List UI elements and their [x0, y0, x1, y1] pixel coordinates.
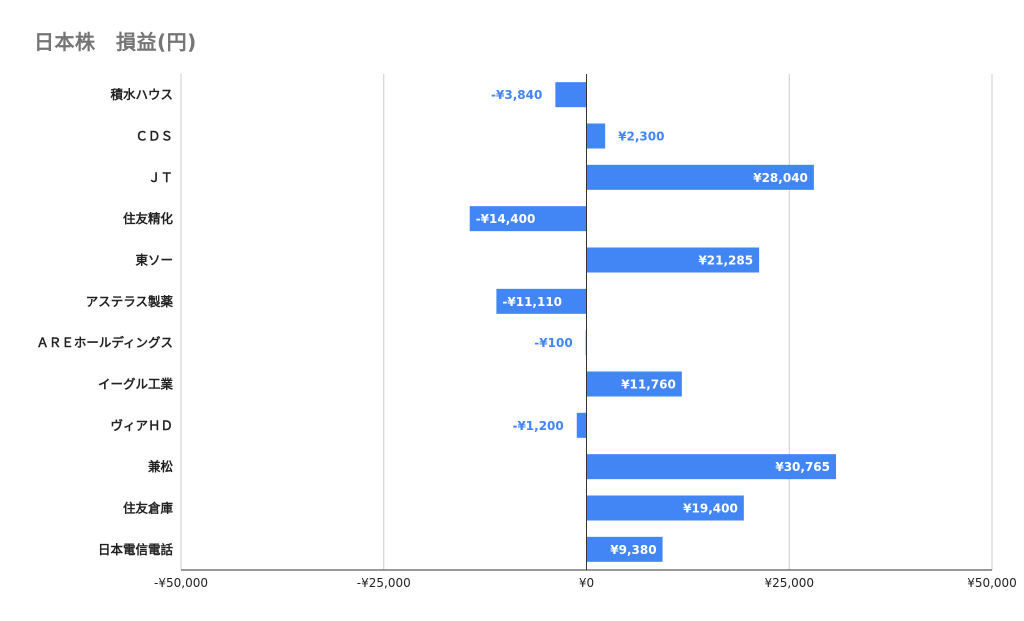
category-label: 東ソー — [135, 253, 173, 268]
category-label: イーグル工業 — [98, 377, 174, 392]
x-tick-label: ¥0 — [579, 576, 594, 590]
chart-title: 日本株 損益(円) — [34, 30, 197, 54]
category-label: 住友倉庫 — [123, 501, 174, 516]
category-label: ＡＲＥホールディングス — [36, 335, 173, 350]
axis-layer — [181, 74, 992, 571]
category-label: ＪＴ — [148, 170, 173, 185]
bar — [586, 495, 744, 521]
label-layer: -¥50,000 -¥25,000 ¥0 ¥25,000 ¥50,000 積水ハウス -¥3… — [36, 87, 1016, 590]
bar — [586, 371, 682, 397]
bar — [555, 82, 587, 108]
bar — [586, 123, 606, 149]
category-label: アステラス製薬 — [86, 294, 174, 309]
bar — [586, 454, 837, 480]
value-label: -¥3,840 — [491, 88, 542, 102]
value-label: -¥14,400 — [476, 212, 536, 226]
value-label: ¥19,400 — [683, 502, 738, 516]
bar — [496, 288, 587, 314]
value-label: ¥21,285 — [698, 254, 753, 268]
bar — [586, 164, 814, 190]
bar — [586, 247, 760, 273]
category-label: 日本電信電話 — [98, 542, 174, 557]
value-label: -¥11,110 — [502, 295, 562, 309]
x-tick-label: ¥50,000 — [967, 576, 1017, 590]
value-label: -¥100 — [534, 336, 572, 350]
value-label: -¥1,200 — [512, 419, 563, 433]
grid-layer — [180, 74, 993, 570]
value-label: ¥30,765 — [775, 460, 830, 474]
x-tick-label: -¥50,000 — [154, 576, 208, 590]
bar — [586, 536, 663, 562]
category-label: 兼松 — [148, 459, 174, 474]
bar — [576, 412, 587, 438]
category-label: ヴィアＨＤ — [110, 418, 173, 433]
x-tick-label: ¥25,000 — [764, 576, 814, 590]
category-label: ＣＤＳ — [135, 129, 173, 144]
value-label: ¥28,040 — [753, 171, 808, 185]
x-tick-label: -¥25,000 — [357, 576, 411, 590]
bar-layer — [469, 82, 837, 562]
category-label: 積水ハウス — [109, 87, 173, 102]
value-label: ¥9,380 — [610, 543, 656, 557]
bar — [469, 206, 587, 232]
category-label: 住友精化 — [123, 211, 174, 226]
value-label: ¥2,300 — [618, 130, 664, 144]
value-label: ¥11,760 — [621, 378, 676, 392]
